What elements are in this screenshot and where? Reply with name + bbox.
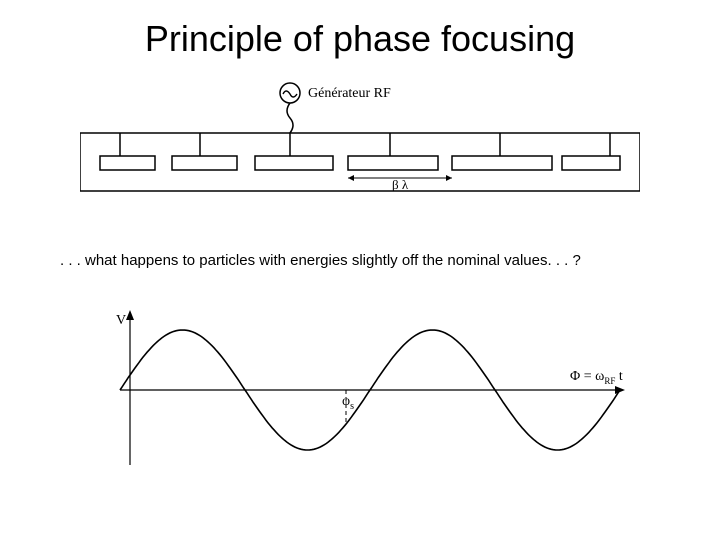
v-axis-label: V: [116, 313, 126, 328]
drift-tube: [452, 156, 552, 170]
phi-s-label: φs: [342, 394, 354, 412]
accelerator-diagram: Générateur RF β λ: [80, 78, 640, 218]
question-text: . . . what happens to particles with ene…: [60, 252, 581, 269]
slide-title: Principle of phase focusing: [0, 18, 720, 60]
beta-arrow-right: [446, 175, 452, 181]
generator-label: Générateur RF: [308, 86, 391, 101]
generator-lead: [287, 103, 293, 133]
beta-arrow-left: [348, 175, 354, 181]
drift-tube: [100, 156, 155, 170]
sine-diagram: V φs Φ = ωRF t: [90, 300, 650, 480]
drift-tubes: [100, 133, 620, 170]
drift-tube: [172, 156, 237, 170]
y-axis-arrow-icon: [126, 310, 134, 320]
drift-tube: [562, 156, 620, 170]
beta-lambda-label: β λ: [392, 177, 409, 192]
phase-axis-label: Φ = ωRF t: [570, 369, 623, 386]
drift-tube: [348, 156, 438, 170]
drift-tube: [255, 156, 333, 170]
